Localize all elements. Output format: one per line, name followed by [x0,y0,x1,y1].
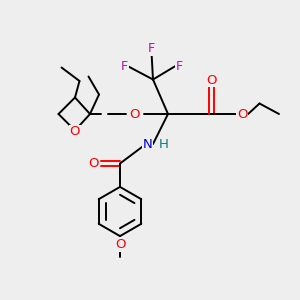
Text: F: F [121,59,128,73]
Text: O: O [70,125,80,139]
Text: O: O [89,157,99,170]
Text: F: F [148,42,155,56]
Text: O: O [130,107,140,121]
Text: O: O [237,107,247,121]
Text: O: O [115,238,125,251]
Text: N: N [143,137,152,151]
Text: O: O [206,74,217,87]
Text: F: F [176,59,183,73]
Text: H: H [159,137,168,151]
